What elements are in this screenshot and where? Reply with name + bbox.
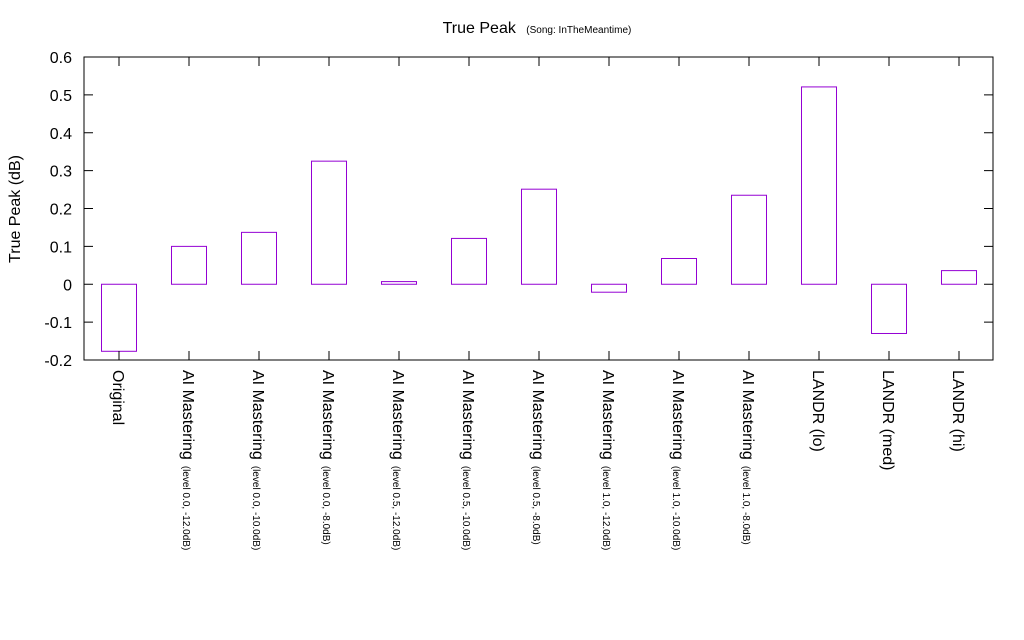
x-tick-label: AI Mastering (level 0.5, -10.0dB) <box>459 370 476 550</box>
x-tick-label-sub: (level 1.0, -8.0dB) <box>740 466 751 545</box>
y-tick-label: 0.6 <box>50 50 72 67</box>
x-tick-label: AI Mastering (level 0.0, -10.0dB) <box>249 370 266 550</box>
y-tick-label: 0 <box>63 277 72 294</box>
y-axis-label: True Peak (dB) <box>7 155 24 263</box>
chart-title: True Peak <box>443 20 517 37</box>
bar <box>521 188 557 285</box>
bar <box>311 160 347 285</box>
bar <box>591 283 627 293</box>
bar <box>241 231 277 285</box>
x-tick-label-sub: (level 1.0, -12.0dB) <box>600 466 611 551</box>
x-tick-label-main: Original <box>109 370 126 425</box>
plot-area: -0.2 -0.1 0 0.1 0.2 0.3 0.4 0.5 0.6 Original AI Ma… <box>44 50 994 550</box>
bar <box>381 281 417 285</box>
y-tick-label: 0.4 <box>50 126 72 143</box>
x-tick-label: AI Mastering (level 0.5, -8.0dB) <box>529 370 546 545</box>
x-tick-label: AI Mastering (level 1.0, -8.0dB) <box>739 370 756 545</box>
x-tick-label: AI Mastering (level 0.0, -8.0dB) <box>319 370 336 545</box>
x-tick-label-sub: (level 0.0, -10.0dB) <box>250 466 261 551</box>
x-tick-label-main: AI Mastering <box>319 370 336 460</box>
x-tick-label-main: AI Mastering <box>529 370 546 460</box>
chart-title-group: True Peak (Song: InTheMeantime) <box>443 20 632 37</box>
bar <box>801 86 837 285</box>
x-tick-label: LANDR (hi) <box>949 370 966 452</box>
x-tick-label: Original <box>109 370 126 425</box>
x-tick-label-sub: (level 0.5, -10.0dB) <box>460 466 471 551</box>
x-tick-label-main: LANDR (lo) <box>809 370 826 452</box>
x-tick-label-sub: (level 0.5, -12.0dB) <box>390 466 401 551</box>
x-tick-label-sub: (level 0.0, -12.0dB) <box>180 466 191 551</box>
x-tick-label-main: AI Mastering <box>459 370 476 460</box>
x-tick-label-sub: (level 0.5, -8.0dB) <box>530 466 541 545</box>
y-tick-label: 0.3 <box>50 164 72 181</box>
bar <box>731 194 767 285</box>
x-tick-label: AI Mastering (level 0.5, -12.0dB) <box>389 370 406 550</box>
x-tick-label-main: AI Mastering <box>669 370 686 460</box>
plot-frame <box>83 56 994 361</box>
y-tick-label: 0.2 <box>50 202 72 219</box>
x-tick-label-main: LANDR (med) <box>879 370 896 470</box>
chart-subtitle: (Song: InTheMeantime) <box>526 25 631 36</box>
y-tick-label: 0.1 <box>50 239 72 256</box>
x-tick-label-main: AI Mastering <box>739 370 756 460</box>
x-tick-label-sub: (level 0.0, -8.0dB) <box>320 466 331 545</box>
y-tick-label: -0.2 <box>44 353 72 370</box>
x-tick-label: AI Mastering (level 1.0, -12.0dB) <box>599 370 616 550</box>
x-tick-label-main: AI Mastering <box>599 370 616 460</box>
bar <box>941 270 977 285</box>
x-tick-label: LANDR (lo) <box>809 370 826 452</box>
x-tick-label-sub: (level 1.0, -10.0dB) <box>670 466 681 551</box>
bar <box>451 237 487 285</box>
x-tick-label-main: AI Mastering <box>389 370 406 460</box>
x-tick-label-main: AI Mastering <box>179 370 196 460</box>
bar <box>171 245 207 285</box>
x-tick-label: LANDR (med) <box>879 370 896 470</box>
y-tick-label: -0.1 <box>44 315 72 332</box>
bar <box>661 257 697 285</box>
x-tick-label-main: LANDR (hi) <box>949 370 966 452</box>
bar <box>101 283 137 352</box>
y-tick-label: 0.5 <box>50 88 72 105</box>
x-tick-label-main: AI Mastering <box>249 370 266 460</box>
bar <box>871 283 907 334</box>
x-tick-label: AI Mastering (level 0.0, -12.0dB) <box>179 370 196 550</box>
x-tick-label: AI Mastering (level 1.0, -10.0dB) <box>669 370 686 550</box>
